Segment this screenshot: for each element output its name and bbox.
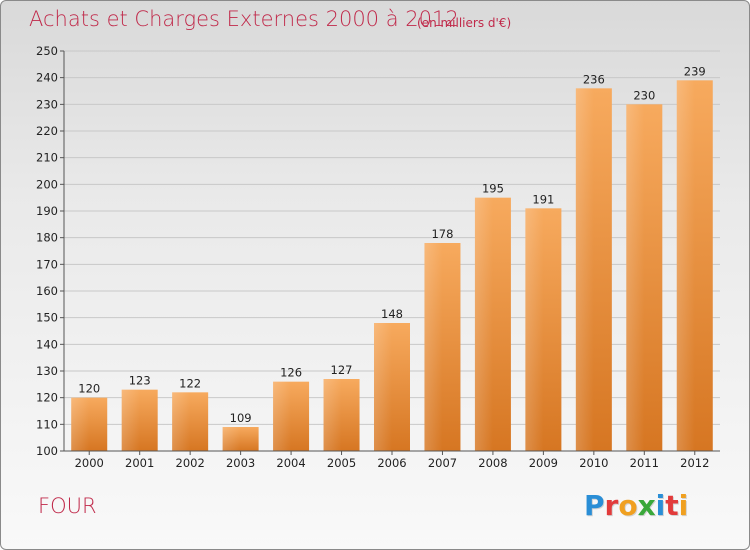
y-tick-label: 190 xyxy=(36,204,58,218)
y-tick-label: 100 xyxy=(36,444,58,458)
value-label: 178 xyxy=(431,227,453,241)
value-label: 230 xyxy=(633,88,655,102)
bar-highlight xyxy=(374,323,392,451)
bar-highlight xyxy=(626,104,645,451)
value-label: 109 xyxy=(230,411,252,425)
bar-highlight xyxy=(575,88,594,451)
logo-letter: i xyxy=(655,489,666,522)
bar-highlight xyxy=(222,427,241,451)
y-tick-label: 240 xyxy=(36,71,58,85)
value-label: 191 xyxy=(532,192,554,206)
y-tick-label: 120 xyxy=(36,391,58,405)
value-label: 120 xyxy=(78,382,100,396)
chart-unit: (en milliers d'€) xyxy=(417,16,512,30)
bars: 120 123 122 109 126 127 148 178 195 191 236 230 239 xyxy=(71,64,713,451)
y-tick-label: 170 xyxy=(36,257,58,271)
x-tick-label: 2005 xyxy=(327,456,356,470)
x-tick-label: 2007 xyxy=(428,456,457,470)
y-tick-label: 160 xyxy=(36,284,58,298)
bar-highlight xyxy=(172,392,191,451)
x-tick-label: 2009 xyxy=(529,456,558,470)
logo-letter: P xyxy=(584,489,605,522)
y-tick-label: 110 xyxy=(36,417,58,431)
value-label: 126 xyxy=(280,366,302,380)
bar-highlight xyxy=(121,389,140,451)
x-tick-label: 2000 xyxy=(75,456,104,470)
y-axis-ticks: 100 110 120 130 140 150 160 170 180 190 200 210 220 2… xyxy=(36,44,64,458)
logo-letter: x xyxy=(637,489,656,522)
bar-highlight xyxy=(676,80,695,451)
proxiti-logo: Proxiti xyxy=(584,489,688,522)
logo-letter: r xyxy=(604,489,619,522)
x-tick-label: 2004 xyxy=(276,456,305,470)
y-tick-label: 140 xyxy=(36,337,58,351)
y-tick-label: 210 xyxy=(36,151,58,165)
value-label: 127 xyxy=(331,363,353,377)
value-label: 122 xyxy=(179,376,201,390)
value-label: 148 xyxy=(381,307,403,321)
x-axis-ticks: 2000 2001 2002 2003 2004 2005 2006 2007 2008 2009… xyxy=(75,451,709,470)
x-tick-label: 2003 xyxy=(226,456,255,470)
bar-highlight xyxy=(525,208,544,451)
x-tick-label: 2010 xyxy=(579,456,608,470)
x-tick-label: 2012 xyxy=(680,456,709,470)
y-tick-label: 250 xyxy=(36,44,58,58)
y-tick-label: 180 xyxy=(36,231,58,245)
y-tick-label: 200 xyxy=(36,177,58,191)
y-tick-label: 150 xyxy=(36,311,58,325)
chart-title: Achats et Charges Externes 2000 à 2012 xyxy=(29,7,459,31)
value-label: 195 xyxy=(482,182,504,196)
logo-letter: i xyxy=(678,489,689,522)
logo-letter: t xyxy=(665,489,679,522)
value-label: 236 xyxy=(583,72,605,86)
bar-highlight xyxy=(474,197,493,451)
x-tick-label: 2006 xyxy=(377,456,406,470)
x-tick-label: 2002 xyxy=(176,456,205,470)
value-label: 123 xyxy=(129,374,151,388)
y-tick-label: 130 xyxy=(36,364,58,378)
x-tick-label: 2001 xyxy=(125,456,154,470)
x-tick-label: 2008 xyxy=(478,456,507,470)
bar-highlight xyxy=(323,379,342,451)
bar-highlight xyxy=(273,381,292,451)
x-tick-label: 2011 xyxy=(630,456,659,470)
y-tick-label: 230 xyxy=(36,97,58,111)
bar-highlight xyxy=(71,397,90,451)
bar-highlight xyxy=(424,243,443,451)
y-tick-label: 220 xyxy=(36,124,58,138)
logo-letter: o xyxy=(618,489,638,522)
value-label: 239 xyxy=(684,64,706,78)
commune-name: FOUR xyxy=(38,494,97,518)
